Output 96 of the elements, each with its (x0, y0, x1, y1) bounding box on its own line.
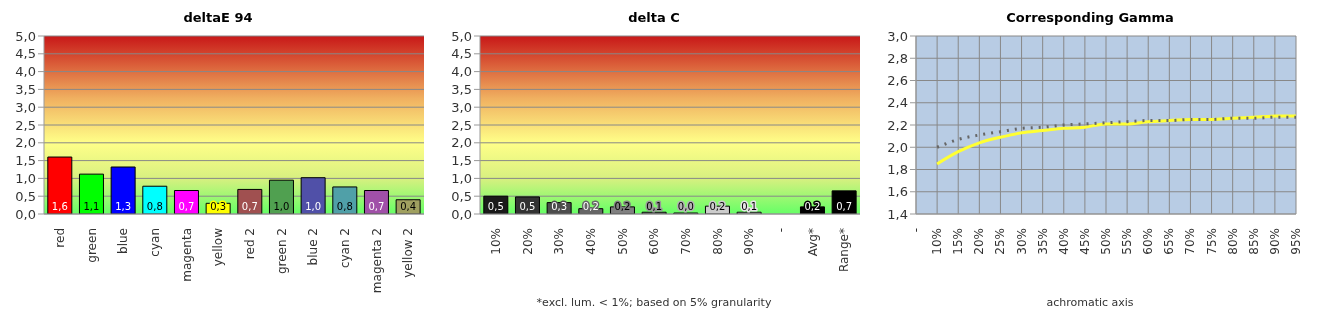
data-label: 0,3 (551, 201, 568, 212)
chart-title: delta C (628, 10, 680, 27)
data-label: 1,0 (305, 201, 322, 212)
x-tick-label: 40% (583, 228, 598, 255)
data-label: 0,7 (178, 201, 195, 212)
x-tick-label: cyan (147, 228, 162, 257)
y-tick-label: 1,6 (887, 184, 908, 200)
data-label: 1,0 (273, 201, 290, 212)
x-tick-label: 50% (615, 228, 630, 255)
x-tick-label: 35% (1035, 228, 1050, 255)
y-tick-label: 2,5 (451, 117, 472, 133)
x-axis-title: achromatic axis (1046, 296, 1134, 309)
y-tick-label: 1,4 (887, 206, 908, 222)
y-tick-label: 2,0 (15, 135, 36, 151)
y-tick-label: 2,0 (887, 139, 908, 155)
x-tick-label: yellow 2 (401, 228, 416, 278)
x-tick-label: 70% (678, 228, 693, 255)
y-tick-label: 2,5 (15, 117, 36, 133)
data-label: 0,8 (146, 201, 163, 212)
y-tick-label: 2,2 (887, 117, 908, 133)
data-label: 0,3 (210, 201, 227, 212)
data-label: 0,2 (614, 201, 631, 212)
y-tick-label: 1,8 (887, 162, 908, 178)
y-tick-label: 0,0 (451, 206, 472, 222)
x-tick-label: 85% (1246, 228, 1261, 255)
x-tick-label: red (52, 228, 67, 248)
x-tick-label: - (773, 228, 788, 233)
x-tick-label: 80% (710, 228, 725, 255)
x-tick-label: 45% (1077, 228, 1092, 255)
x-tick-label: 30% (1014, 228, 1029, 255)
x-tick-label: 80% (1225, 228, 1240, 255)
y-tick-label: 4,0 (15, 64, 36, 80)
data-label: 1,3 (115, 201, 132, 212)
x-tick-label: green (84, 228, 99, 263)
x-tick-label: 10% (930, 228, 945, 255)
y-tick-label: 0,5 (451, 188, 472, 204)
x-tick-label: green 2 (274, 228, 289, 275)
x-tick-label: 95% (1289, 228, 1303, 255)
y-tick-label: 3,5 (451, 82, 472, 98)
y-tick-label: 2,0 (451, 135, 472, 151)
x-tick-label: 60% (1141, 228, 1156, 255)
x-tick-label: 20% (972, 228, 987, 255)
y-tick-label: 4,5 (451, 46, 472, 62)
x-tick-label: magenta (179, 228, 194, 282)
x-tick-label: red 2 (242, 228, 257, 260)
x-tick-label: 90% (1267, 228, 1282, 255)
x-tick-label: blue 2 (306, 228, 321, 266)
y-tick-label: 2,8 (887, 50, 908, 66)
data-label: 0,1 (646, 201, 663, 212)
y-tick-label: 3,0 (15, 99, 36, 115)
chart-title: Corresponding Gamma (1006, 10, 1174, 27)
x-tick-label: 65% (1162, 228, 1177, 255)
data-label: 0,1 (741, 201, 758, 212)
y-tick-label: 3,0 (451, 99, 472, 115)
x-tick-label: Avg* (805, 228, 820, 257)
data-label: 1,6 (51, 201, 68, 212)
data-label: 0,7 (368, 201, 385, 212)
x-tick-label: cyan 2 (337, 228, 352, 269)
y-tick-label: 2,6 (887, 73, 908, 89)
y-tick-label: 4,5 (15, 46, 36, 62)
data-label: 1,1 (83, 201, 100, 212)
data-label: 0,5 (519, 201, 536, 212)
x-tick-label: magenta 2 (369, 228, 384, 294)
x-tick-label: 25% (993, 228, 1008, 255)
x-tick-label: blue (116, 228, 131, 254)
chart-title: deltaE 94 (183, 10, 253, 27)
x-tick-label: 30% (552, 228, 567, 255)
data-label: 0,7 (836, 201, 853, 212)
y-tick-label: 4,0 (451, 64, 472, 80)
data-label: 0,4 (400, 201, 417, 212)
data-label: 0,5 (487, 201, 504, 212)
x-tick-label: 55% (1120, 228, 1135, 255)
y-tick-label: 0,0 (15, 206, 36, 222)
x-tick-label: 90% (742, 228, 757, 255)
x-tick-label: 10% (488, 228, 503, 255)
y-tick-label: 0,5 (15, 188, 36, 204)
x-tick-label: 70% (1183, 228, 1198, 255)
text: *excl. lum. < 1%; based on 5% granularity (536, 296, 772, 309)
x-tick-label: - (909, 228, 923, 233)
data-label: 0,0 (677, 201, 694, 212)
y-tick-label: 3,5 (15, 82, 36, 98)
x-tick-label: 75% (1204, 228, 1219, 255)
x-tick-label: Range* (837, 228, 852, 273)
y-tick-label: 1,0 (15, 171, 36, 187)
x-tick-label: 50% (1099, 228, 1113, 255)
data-label: 0,7 (241, 201, 258, 212)
data-label: 0,8 (336, 201, 353, 212)
x-tick-label: 40% (1056, 228, 1071, 255)
x-tick-label: 20% (520, 228, 535, 255)
y-tick-label: 1,5 (451, 153, 472, 169)
x-tick-label: 60% (647, 228, 662, 255)
x-tick-label: 15% (951, 228, 966, 255)
y-tick-label: 1,5 (15, 153, 36, 169)
x-tick-label: yellow (211, 227, 226, 267)
y-tick-label: 1,0 (451, 171, 472, 187)
y-tick-label: 2,4 (887, 95, 908, 111)
